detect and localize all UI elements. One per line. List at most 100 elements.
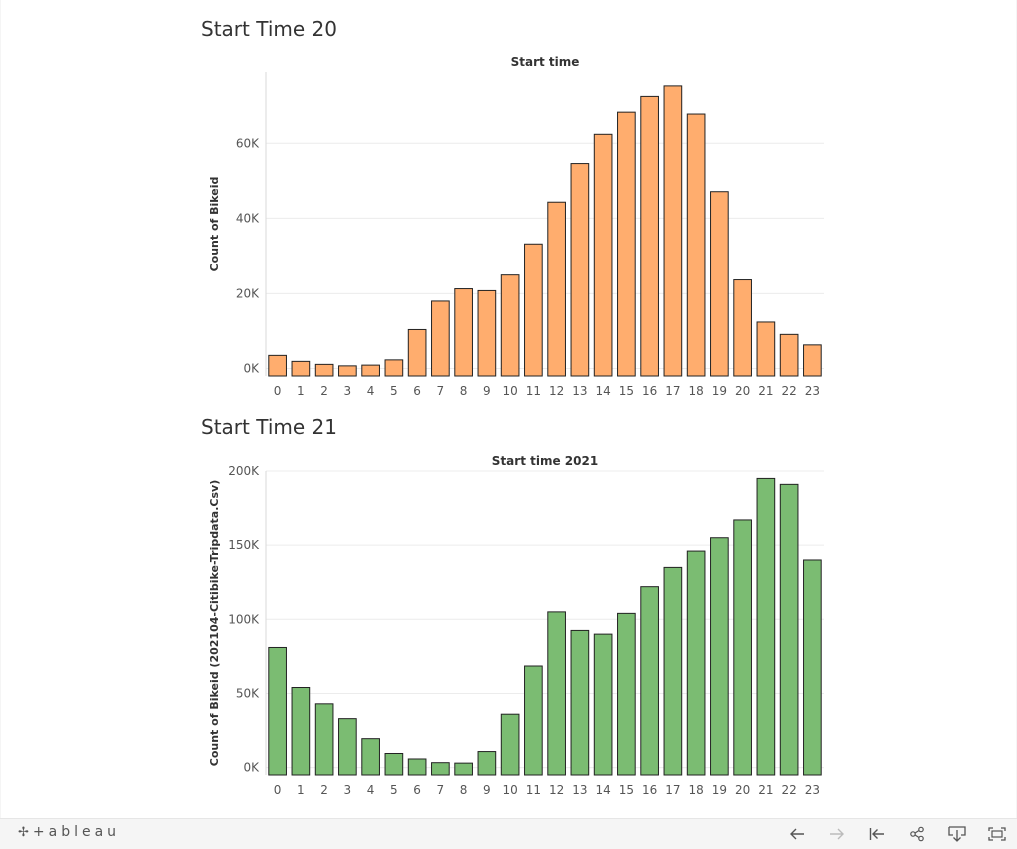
y-tick-label: 150K: [228, 538, 260, 552]
x-tick-label: 6: [413, 384, 421, 398]
x-tick-label: 14: [595, 384, 610, 398]
bar-hour-15[interactable]: [617, 612, 636, 776]
bar-hour-23[interactable]: [803, 559, 822, 776]
x-tick-label: 23: [805, 783, 820, 797]
bar-hour-0[interactable]: [268, 354, 287, 377]
x-tick-label: 22: [781, 783, 796, 797]
bar-hour-11[interactable]: [524, 665, 543, 776]
x-tick-label: 20: [735, 783, 750, 797]
bar-hour-1[interactable]: [291, 360, 311, 377]
bar-hour-4[interactable]: [361, 738, 380, 776]
bar-hour-1[interactable]: [291, 687, 311, 776]
x-tick-label: 12: [549, 783, 564, 797]
revert-icon: [869, 828, 884, 840]
bar-hour-13[interactable]: [570, 629, 590, 776]
bar-hour-2[interactable]: [314, 363, 334, 377]
download-button[interactable]: [946, 824, 968, 844]
y-tick-label: 0K: [243, 361, 260, 375]
share-icon: [910, 826, 924, 842]
x-tick-label: 0: [274, 384, 282, 398]
bar-hour-4[interactable]: [361, 364, 380, 377]
bar-hour-10[interactable]: [500, 274, 520, 377]
x-tick-label: 9: [483, 783, 491, 797]
bar-hour-19[interactable]: [710, 191, 729, 377]
bar-hour-9[interactable]: [477, 289, 497, 377]
bar-hour-22[interactable]: [779, 483, 799, 776]
x-tick-label: 20: [735, 384, 750, 398]
x-tick-label: 13: [572, 783, 587, 797]
bar-hour-5[interactable]: [384, 752, 404, 776]
undo-icon: [790, 828, 804, 840]
bar-hour-5[interactable]: [384, 359, 404, 377]
x-tick-label: 19: [712, 384, 727, 398]
y-tick-label: 60K: [236, 136, 260, 150]
bar-hour-13[interactable]: [570, 163, 590, 377]
x-tick-label: 2: [320, 783, 328, 797]
bar-hour-6[interactable]: [407, 758, 427, 776]
x-tick-label: 13: [572, 384, 587, 398]
x-tick-label: 8: [460, 783, 468, 797]
tableau-logo[interactable]: ✢ +ableau: [18, 824, 120, 840]
x-tick-label: 4: [367, 783, 375, 797]
x-tick-label: 10: [502, 384, 517, 398]
x-tick-label: 1: [297, 783, 305, 797]
bar-hour-21[interactable]: [756, 477, 776, 776]
redo-icon: [830, 828, 844, 840]
bar-hour-8[interactable]: [454, 762, 473, 776]
x-tick-label: 5: [390, 384, 398, 398]
fullscreen-button[interactable]: [986, 824, 1008, 844]
bar-hour-7[interactable]: [431, 300, 450, 377]
bar-hour-19[interactable]: [710, 537, 729, 776]
bar-hour-18[interactable]: [686, 550, 706, 776]
x-tick-label: 3: [344, 783, 352, 797]
bar-hour-6[interactable]: [407, 328, 427, 377]
bar-hour-17[interactable]: [663, 85, 683, 377]
bar-hour-21[interactable]: [756, 321, 776, 377]
x-tick-label: 14: [595, 783, 610, 797]
bar-hour-23[interactable]: [803, 344, 822, 377]
bar-hour-20[interactable]: [733, 519, 752, 776]
bar-hour-8[interactable]: [454, 288, 473, 377]
x-tick-label: 6: [413, 783, 421, 797]
x-tick-label: 16: [642, 384, 657, 398]
bar-chart-start-time-21[interactable]: Start time 2021 0K 50K 100K 150K 200K Count of…: [1, 447, 841, 802]
bar-hour-3[interactable]: [338, 365, 357, 377]
bar-hour-16[interactable]: [640, 586, 659, 776]
bar-hour-16[interactable]: [640, 95, 659, 377]
bar-hour-17[interactable]: [663, 566, 683, 776]
bar-hour-9[interactable]: [477, 751, 497, 776]
bar-hour-0[interactable]: [268, 646, 287, 776]
bar-hour-15[interactable]: [617, 111, 636, 377]
bar-hour-12[interactable]: [547, 611, 566, 776]
bar-hour-20[interactable]: [733, 279, 752, 377]
x-tick-label: 3: [344, 384, 352, 398]
bar-hour-18[interactable]: [686, 113, 706, 377]
redo-button[interactable]: [826, 824, 848, 844]
x-tick-label: 5: [390, 783, 398, 797]
download-icon: [948, 826, 966, 842]
y-axis-title: Count of Bikeid (202104-Citibike-Tripdat…: [208, 480, 221, 766]
y-axis-title: Count of Bikeid: [208, 177, 221, 272]
chart-heading: Start time 2021: [492, 454, 598, 468]
y-tick-label: 0K: [243, 761, 260, 775]
undo-button[interactable]: [786, 824, 808, 844]
bar-hour-22[interactable]: [779, 333, 799, 377]
x-tick-label: 0: [274, 783, 282, 797]
bar-hour-2[interactable]: [314, 703, 334, 776]
revert-button[interactable]: [866, 824, 888, 844]
y-tick-label: 40K: [236, 211, 260, 225]
x-tick-label: 17: [665, 384, 680, 398]
bar-hour-7[interactable]: [431, 762, 450, 776]
x-tick-label: 21: [758, 384, 773, 398]
share-button[interactable]: [906, 824, 928, 844]
bar-hour-12[interactable]: [547, 201, 566, 377]
x-tick-label: 2: [320, 384, 328, 398]
sheet-title-start-time-20: Start Time 20: [201, 17, 337, 41]
x-tick-label: 15: [619, 783, 634, 797]
bar-hour-3[interactable]: [338, 718, 357, 776]
bar-hour-10[interactable]: [500, 713, 520, 776]
bar-hour-14[interactable]: [593, 633, 613, 776]
bar-hour-11[interactable]: [524, 243, 543, 377]
bar-hour-14[interactable]: [593, 133, 613, 377]
